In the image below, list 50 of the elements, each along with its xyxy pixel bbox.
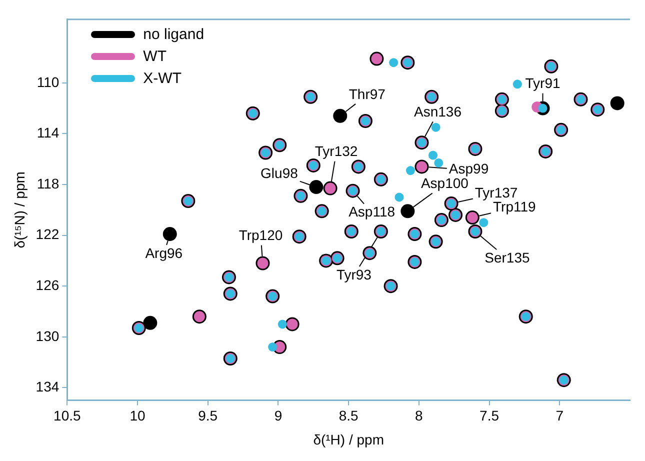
point <box>610 96 624 110</box>
x-tick-label: 7 <box>556 408 564 424</box>
annotation: Tyr132 <box>314 143 358 160</box>
legend-label: WT <box>143 48 166 65</box>
annotation: Asp118 <box>348 204 396 220</box>
x-tick-label: 8 <box>415 408 424 424</box>
annotation: Tyr91 <box>525 75 560 92</box>
y-tick-label: 126 <box>36 276 60 293</box>
x-tick-label: 7.5 <box>480 408 500 424</box>
point <box>143 316 158 330</box>
point <box>512 80 522 89</box>
point <box>268 342 278 352</box>
y-axis-title: δ(¹⁵N) / ppm <box>11 172 28 248</box>
annotation: Tyr137 <box>474 184 518 200</box>
point <box>428 150 438 160</box>
point <box>333 108 348 123</box>
x-tick-label: 10 <box>130 408 146 424</box>
point <box>162 227 177 242</box>
point <box>479 218 488 228</box>
legend-label: X-WT <box>143 70 182 87</box>
annotation: Glu98 <box>260 164 298 181</box>
point <box>389 58 398 68</box>
annotation: Asp100 <box>420 175 469 192</box>
point <box>394 192 404 202</box>
x-tick-label: 9.5 <box>198 408 218 424</box>
annotation: Trp120 <box>238 227 283 244</box>
point <box>406 166 415 176</box>
point <box>400 204 415 218</box>
point <box>309 180 324 194</box>
x-tick-label: 10.5 <box>54 408 81 424</box>
y-tick-label: 122 <box>36 226 60 242</box>
annotation: Arg96 <box>145 244 183 261</box>
y-tick-label: 118 <box>36 175 60 192</box>
y-tick-label: 110 <box>36 74 60 90</box>
point <box>278 320 287 329</box>
annotation: Trp119 <box>493 198 536 214</box>
point <box>434 158 444 168</box>
annotation: Asp99 <box>448 160 489 177</box>
y-tick-label: 114 <box>36 124 60 141</box>
point <box>431 122 440 132</box>
x-tick-label: 9 <box>274 408 282 424</box>
y-tick-label: 134 <box>36 378 60 395</box>
annotation: Tyr93 <box>336 266 372 282</box>
annotation: Ser135 <box>484 249 530 266</box>
x-tick-label: 8.5 <box>338 408 359 424</box>
annotation: Asn136 <box>414 103 462 120</box>
x-axis-title: δ(¹H) / ppm <box>313 431 384 448</box>
annotation: Thr97 <box>348 86 386 102</box>
y-tick-label: 130 <box>36 328 60 344</box>
legend-label: no ligand <box>143 26 204 43</box>
